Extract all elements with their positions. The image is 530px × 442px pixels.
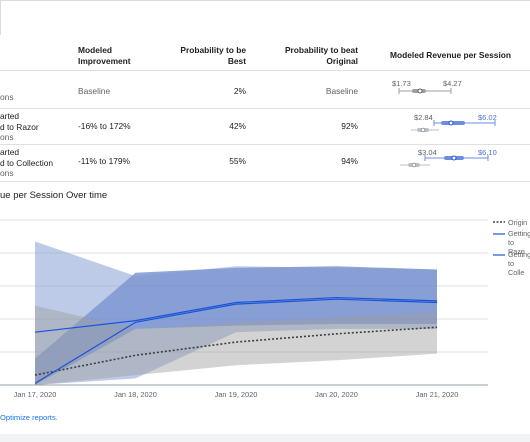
header-prob-beat-line2: Original — [326, 55, 358, 66]
row1-range-bar — [398, 88, 452, 94]
row2-prob-best: 42% — [229, 121, 246, 131]
table-divider — [0, 70, 530, 71]
row3-range-high: $6.10 — [478, 148, 497, 157]
header-improvement-line1: Modeled — [78, 45, 112, 55]
row3-prob-best: 55% — [229, 156, 246, 166]
row-divider-2 — [0, 144, 530, 145]
row2-name[interactable]: arted d to Razor ons — [0, 111, 39, 143]
row-divider-3 — [0, 181, 530, 182]
row-divider-1 — [0, 108, 530, 109]
legend-label-collection-line2: to Colle — [508, 259, 525, 277]
chart-title: ue per Session Over time — [0, 190, 108, 201]
row1-name[interactable]: ons — [0, 92, 14, 102]
row2-name-line2: d to Razor — [0, 121, 39, 132]
legend-swatch-razor — [493, 233, 505, 235]
x-tick-label: Jan 19, 2020 — [215, 390, 258, 399]
series-line-0 — [34, 326, 438, 376]
header-prob-best: Probability to be Best — [160, 45, 246, 66]
row2-improvement: -16% to 172% — [78, 121, 131, 131]
row1-prob-beat: Baseline — [325, 86, 358, 96]
row2-name-line3: ons — [0, 132, 14, 142]
legend-label-original[interactable]: Origin — [508, 218, 527, 227]
row1-improvement: Baseline — [78, 86, 111, 96]
row1-prob-best: 2% — [233, 86, 246, 96]
page-footer-band — [0, 434, 530, 442]
optimize-reports-link[interactable]: Optimize reports. — [0, 413, 58, 422]
series-line-1 — [34, 296, 438, 333]
row2-range-bar — [411, 120, 496, 133]
row3-improvement: -11% to 179% — [78, 156, 130, 166]
row3-name-line1: arted — [0, 147, 20, 157]
legend-label-collection-line1: Getting — [508, 250, 530, 259]
left-border — [0, 0, 1, 35]
header-prob-beat: Probability to beat Original — [270, 45, 358, 66]
row3-prob-beat: 94% — [341, 156, 358, 166]
legend-label-collection[interactable]: Getting to Colle — [508, 250, 530, 277]
row3-range-bar — [400, 155, 489, 168]
x-tick-label: Jan 20, 2020 — [315, 390, 358, 399]
header-prob-beat-line1: Probability to beat — [284, 45, 358, 55]
x-tick-label: Jan 18, 2020 — [114, 390, 157, 399]
x-tick-label: Jan 21, 2020 — [416, 390, 459, 399]
header-prob-best-line2: Best — [227, 55, 246, 66]
row2-range-low: $2.84 — [414, 113, 433, 122]
row2-range-high: $6.02 — [478, 113, 497, 122]
header-revenue: Modeled Revenue per Session — [390, 50, 512, 60]
series-line-2 — [34, 298, 438, 384]
row3-name[interactable]: arted d to Collection ons — [0, 147, 53, 179]
legend-swatch-collection — [493, 254, 505, 256]
legend-swatch-original — [493, 221, 505, 223]
x-tick-label: Jan 17, 2020 — [14, 390, 57, 399]
header-prob-best-line1: Probability to be — [180, 45, 246, 55]
top-divider — [0, 0, 530, 1]
row2-prob-beat: 92% — [341, 121, 358, 131]
legend-label-razor[interactable]: Getting to Razo — [508, 229, 530, 256]
header-improvement: Modeled Improvement — [78, 45, 131, 66]
row3-name-line2: d to Collection — [0, 157, 54, 168]
legend-label-original-line1: Origin — [508, 218, 528, 227]
row1-range-low: $1.73 — [392, 79, 411, 88]
header-improvement-line2: Improvement — [78, 55, 131, 66]
row2-name-line1: arted — [0, 111, 20, 121]
row1-range-high: $4.27 — [443, 79, 462, 88]
row3-range-low: $3.04 — [418, 148, 437, 157]
revenue-over-time-chart: Jan 17, 2020 Jan 18, 2020 Jan 19, 2020 Jan … — [0, 219, 488, 399]
legend-label-razor-line1: Getting — [508, 229, 530, 238]
band-1 — [35, 241, 437, 385]
legend-label-razor-line2: to Razo — [508, 238, 525, 256]
band-0 — [35, 305, 437, 385]
row3-name-line3: ons — [0, 168, 14, 178]
